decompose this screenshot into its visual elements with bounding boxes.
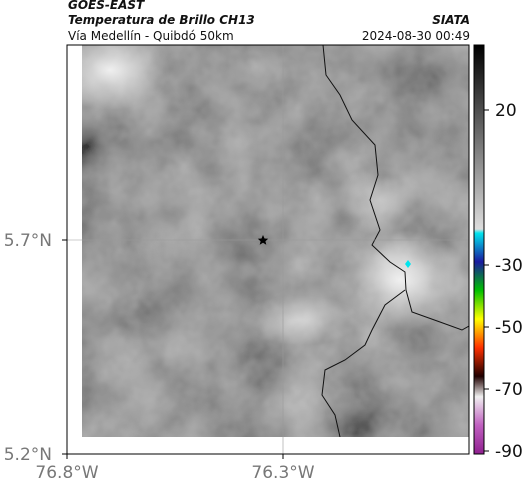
- colorbar-tick-label: -30: [495, 256, 523, 276]
- subtitle: Vía Medellín - Quibdó 50km: [68, 29, 234, 43]
- map-frame: [66, 44, 470, 455]
- y-tick-label: 5.7°N: [4, 231, 52, 251]
- ticks: 76.8°W 76.3°W 5.7°N 5.2°N 20 -30 -50 -70 -90: [4, 101, 523, 483]
- title: Temperatura de Brillo CH13: [68, 13, 255, 27]
- colorbar-tick-label: 20: [495, 101, 517, 121]
- source: GOES-EAST: [68, 0, 145, 12]
- colorbar: [473, 44, 485, 455]
- location-marker: [405, 260, 411, 268]
- datetime: 2024-08-30 00:49: [362, 29, 470, 43]
- x-tick-label: 76.3°W: [251, 463, 314, 483]
- location-star: [257, 235, 269, 245]
- colorbar-tick-label: -70: [495, 380, 523, 400]
- y-tick-label: 5.2°N: [4, 445, 52, 465]
- satellite-image: [82, 45, 469, 437]
- org: SIATA: [432, 13, 470, 27]
- colorbar-tick-label: -50: [495, 318, 523, 338]
- colorbar-tick-label: -90: [495, 442, 523, 462]
- x-tick-label: 76.8°W: [35, 463, 98, 483]
